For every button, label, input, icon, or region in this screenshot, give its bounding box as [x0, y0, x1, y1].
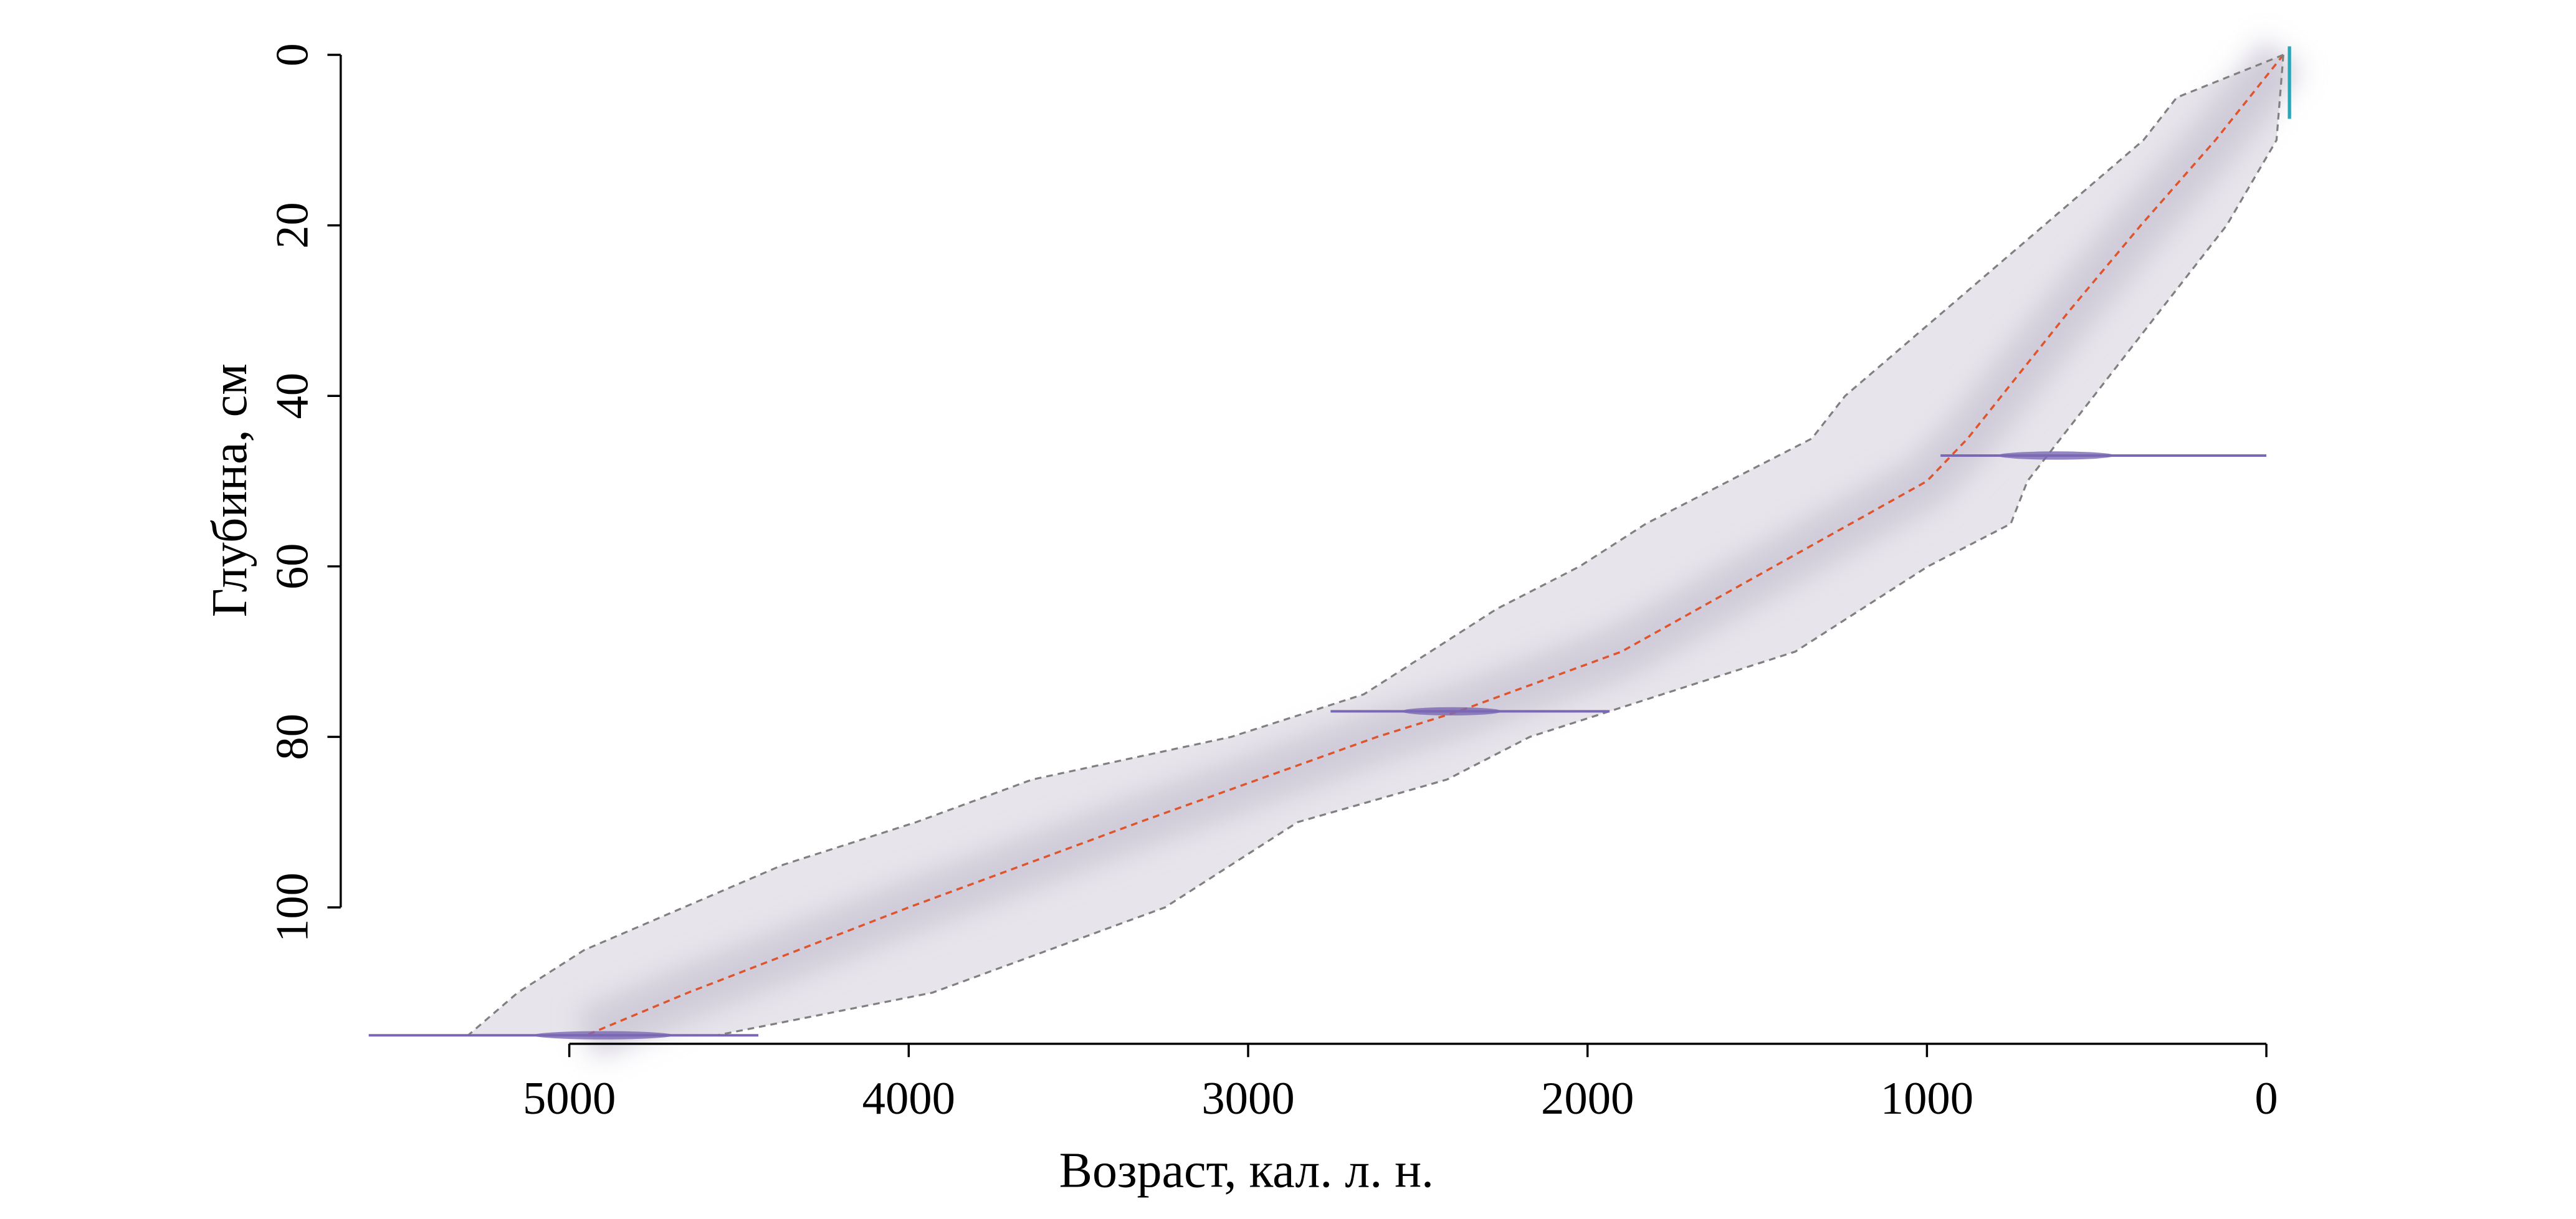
y-axis-label: Глубина, см — [203, 363, 257, 617]
date-density — [1401, 707, 1502, 716]
x-axis-label: Возраст, кал. л. н. — [1059, 1143, 1434, 1198]
y-tick-label: 40 — [266, 373, 318, 419]
y-tick-label: 100 — [266, 872, 318, 942]
bound-line — [717, 54, 2284, 1036]
y-tick-label: 20 — [266, 202, 318, 249]
x-tick-label: 0 — [2254, 1073, 2278, 1124]
y-tick-label: 0 — [266, 43, 318, 66]
y-tick-label: 60 — [266, 543, 318, 590]
median-line — [586, 54, 2284, 1036]
x-tick-label: 3000 — [1201, 1073, 1294, 1124]
x-tick-label: 2000 — [1541, 1073, 1634, 1124]
x-tick-label: 4000 — [862, 1073, 955, 1124]
date-density — [1997, 451, 2115, 460]
bound-line — [467, 54, 2284, 1036]
date-density — [533, 1031, 674, 1040]
y-tick-label: 80 — [266, 714, 318, 760]
x-tick-label: 1000 — [1881, 1073, 1973, 1124]
envelope — [468, 55, 2284, 1036]
x-tick-label: 5000 — [523, 1073, 616, 1124]
